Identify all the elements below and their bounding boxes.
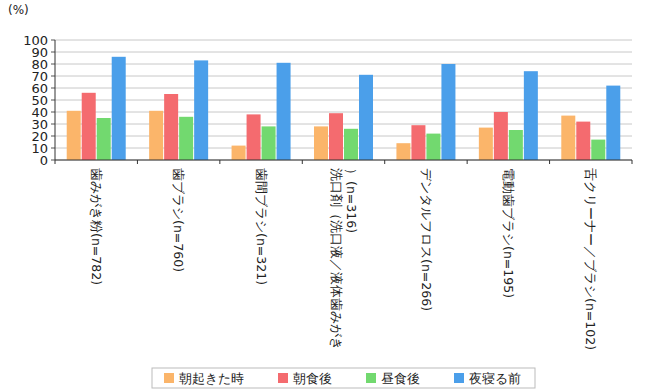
y-tick — [51, 88, 55, 89]
grid-line — [55, 64, 632, 65]
bar — [194, 60, 208, 160]
x-tick-label-line: ）(n=316) — [344, 168, 359, 233]
grid-line — [55, 52, 632, 53]
legend-label: 夜寝る前 — [469, 371, 521, 386]
bar — [149, 111, 163, 160]
bar — [67, 111, 81, 160]
x-tick-label-line: 歯ブラシ(n=760) — [171, 168, 186, 272]
x-tick-label: 歯間ブラシ(n=321) — [254, 168, 269, 285]
x-separator — [632, 160, 633, 164]
y-axis — [55, 40, 56, 160]
x-tick-label: 歯ブラシ(n=760) — [171, 168, 186, 272]
legend: 朝起きた時 朝食後 昼食後 夜寝る前 — [152, 368, 535, 388]
x-tick-label: 歯みがき粉(n=782) — [89, 168, 104, 285]
x-tick-label-line: 舌クリーナー／ブラシ(n=102) — [583, 168, 598, 350]
x-tick-label-line: デンタルフロス(n=266) — [419, 168, 434, 311]
grid-line — [55, 136, 632, 137]
bar — [359, 75, 373, 160]
x-separator — [384, 160, 385, 164]
bar — [112, 57, 126, 160]
y-tick — [51, 112, 55, 113]
y-tick — [51, 160, 55, 161]
legend-label: 朝起きた時 — [179, 371, 244, 386]
x-separator — [302, 160, 303, 164]
grid-line — [55, 100, 632, 101]
bar — [606, 86, 620, 160]
bar — [494, 112, 508, 160]
bar — [247, 114, 261, 160]
x-separator — [549, 160, 550, 164]
bar — [164, 94, 178, 160]
bar — [411, 125, 425, 160]
x-tick-label: 電動歯ブラシ(n=195) — [501, 168, 516, 298]
y-tick — [51, 136, 55, 137]
y-tick — [51, 52, 55, 53]
grid-line — [55, 40, 632, 41]
bar — [314, 126, 328, 160]
y-tick — [51, 64, 55, 65]
y-tick — [51, 148, 55, 149]
bar — [396, 143, 410, 160]
y-tick-label: 100 — [23, 33, 48, 48]
x-separator — [55, 160, 56, 164]
legend-swatch — [164, 373, 174, 383]
grid-line — [55, 112, 632, 113]
x-tick-label: デンタルフロス(n=266) — [419, 168, 434, 311]
y-tick — [51, 76, 55, 77]
x-tick-label-line: 歯みがき粉(n=782) — [89, 168, 104, 285]
legend-box — [152, 368, 535, 388]
bar — [479, 128, 493, 160]
bar — [509, 130, 523, 160]
bar — [97, 118, 111, 160]
bar — [524, 71, 538, 160]
grid-line — [55, 160, 632, 161]
chart: 0102030405060708090100(%)歯みがき粉(n=782)歯ブラ… — [0, 0, 660, 390]
legend-swatch — [366, 373, 376, 383]
bar — [82, 93, 96, 160]
x-separator — [219, 160, 220, 164]
grid-line — [55, 148, 632, 149]
bar — [329, 113, 343, 160]
bar — [576, 122, 590, 160]
bar — [179, 117, 193, 160]
x-tick-label: 舌クリーナー／ブラシ(n=102) — [583, 168, 598, 350]
bar — [344, 129, 358, 160]
legend-label: 朝食後 — [293, 371, 332, 386]
legend-swatch — [454, 373, 464, 383]
bar — [441, 64, 455, 160]
bar — [561, 116, 575, 160]
bar — [232, 146, 246, 160]
y-tick — [51, 100, 55, 101]
grid-line — [55, 76, 632, 77]
bar — [591, 140, 605, 160]
y-tick — [51, 40, 55, 41]
x-separator — [137, 160, 138, 164]
y-axis-label: (%) — [8, 3, 29, 17]
grid-line — [55, 124, 632, 125]
legend-label: 昼食後 — [381, 371, 420, 386]
bar — [262, 126, 276, 160]
x-axis — [55, 160, 632, 161]
bars — [67, 57, 621, 160]
bar — [277, 63, 291, 160]
legend-swatch — [278, 373, 288, 383]
grid-line — [55, 88, 632, 89]
x-tick-label-line: 歯間ブラシ(n=321) — [254, 168, 269, 285]
x-tick-label-line: 電動歯ブラシ(n=195) — [501, 168, 516, 298]
x-separator — [467, 160, 468, 164]
x-tick-label: 洗口剤（洗口液／液体歯みがき）(n=316) — [329, 168, 359, 350]
y-tick — [51, 124, 55, 125]
bar — [426, 134, 440, 160]
x-tick-label-line: 洗口剤（洗口液／液体歯みがき — [329, 168, 344, 350]
